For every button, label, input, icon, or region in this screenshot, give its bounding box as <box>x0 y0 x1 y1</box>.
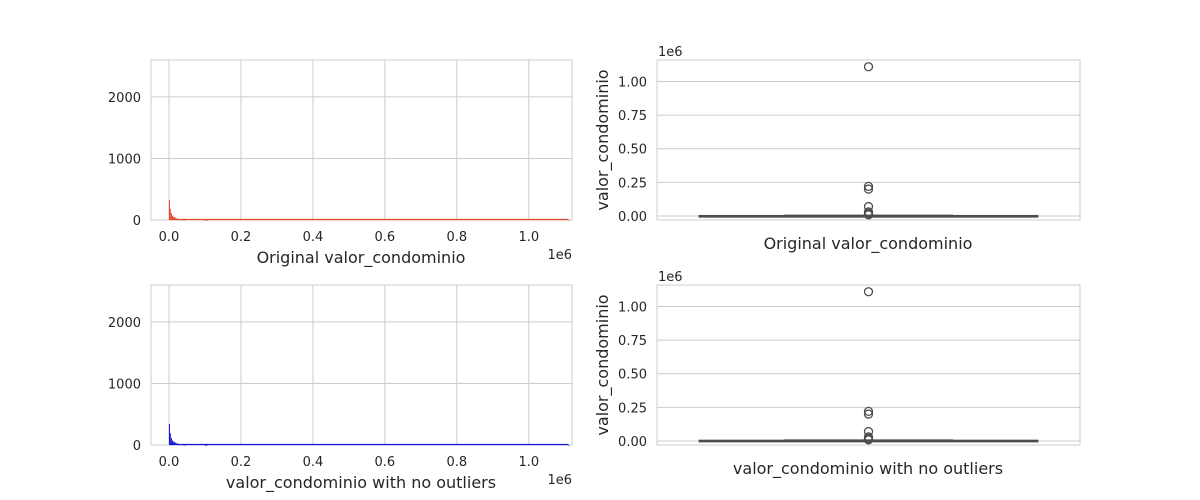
x-tick-label: 0.8 <box>447 455 468 470</box>
outlier-point <box>863 210 874 220</box>
histogram-bar <box>170 437 172 445</box>
histogram-bar <box>168 200 170 220</box>
tick-labels: 0.0 0.2 0.4 0.6 0.8 1.0 0 1000 2000 <box>108 91 539 245</box>
y-tick-label: 0.75 <box>618 109 647 124</box>
histogram-bar <box>175 443 178 445</box>
y-offset-label: 1e6 <box>658 270 683 285</box>
histogram-bar <box>169 208 171 220</box>
x-axis-label: Original valor_condominio <box>257 248 466 268</box>
y-axis-label: valor_condominio <box>593 294 613 435</box>
grid <box>151 60 572 220</box>
histogram-bar <box>177 444 181 446</box>
x-tick-label: 0.6 <box>375 230 396 245</box>
histogram-bar <box>568 444 570 446</box>
y-tick-label: 2000 <box>108 316 141 331</box>
histogram-bar <box>168 424 170 445</box>
y-axis-label: valor_condominio <box>593 69 613 210</box>
y-offset-label: 1e6 <box>658 45 683 60</box>
outlier-point <box>863 409 874 419</box>
y-tick-label: 2000 <box>108 91 141 106</box>
x-tick-label: 0.0 <box>159 455 180 470</box>
histogram-bar <box>169 433 171 445</box>
x-tick-label: 0.2 <box>231 230 252 245</box>
plot-frame <box>656 284 1081 446</box>
plot-frame <box>150 284 573 446</box>
histogram-no-outliers-panel: 0.0 0.2 0.4 0.6 0.8 1.0 0 1000 2000 valor_condom… <box>108 284 573 493</box>
x-tick-label: 0.6 <box>375 455 396 470</box>
y-tick-label: 0 <box>133 439 141 454</box>
histogram-bar <box>183 444 186 446</box>
boxplot-no-outliers-panel: 0.00 0.25 0.50 0.75 1.00 valor_condominio wi… <box>593 270 1081 479</box>
x-axis-label: valor_condominio with no outliers <box>733 459 1003 479</box>
histogram-bar <box>177 219 181 221</box>
histogram-bars <box>168 424 570 446</box>
y-tick-label: 0.50 <box>618 143 647 158</box>
x-offset-label: 1e6 <box>547 473 572 488</box>
x-tick-label: 0.4 <box>303 230 324 245</box>
outlier-point <box>863 406 874 417</box>
histogram-original-panel: 0.0 0.2 0.4 0.6 0.8 1.0 0 1000 2000 Original val… <box>108 59 573 268</box>
outlier-point <box>863 181 874 192</box>
x-axis-label: valor_condominio with no outliers <box>226 473 496 493</box>
histogram-bars <box>168 200 570 221</box>
plot-frame <box>656 59 1081 221</box>
x-axis-label: Original valor_condominio <box>764 234 973 254</box>
histogram-bar <box>568 219 570 221</box>
plot-frame <box>150 59 573 221</box>
x-offset-label: 1e6 <box>547 248 572 263</box>
grid <box>151 285 572 445</box>
y-tick-label: 1.00 <box>618 76 647 91</box>
histogram-bar <box>175 218 178 220</box>
box-marks <box>698 62 1039 220</box>
outlier-point <box>863 62 874 72</box>
y-tick-label: 1000 <box>108 152 141 167</box>
histogram-bar <box>173 442 176 445</box>
y-tick-label: 1000 <box>108 377 141 392</box>
outlier-point <box>863 184 874 194</box>
x-tick-label: 1.0 <box>518 230 539 245</box>
histogram-bar <box>204 444 208 446</box>
histogram-bar <box>171 440 174 445</box>
y-tick-label: 0.00 <box>618 210 647 225</box>
outlier-point <box>863 287 874 297</box>
outlier-point <box>863 435 874 445</box>
y-tick-label: 0.25 <box>618 401 647 416</box>
histogram-bar <box>170 213 172 220</box>
histogram-bar <box>173 217 176 220</box>
box-marks <box>698 287 1039 445</box>
y-tick-label: 0.50 <box>618 368 647 383</box>
y-tick-label: 0.25 <box>618 176 647 191</box>
histogram-bar <box>183 219 186 221</box>
y-tick-label: 0.75 <box>618 334 647 349</box>
histogram-bar <box>171 215 174 220</box>
tick-labels: 0.00 0.25 0.50 0.75 1.00 <box>618 301 647 450</box>
y-tick-label: 1.00 <box>618 301 647 316</box>
y-tick-label: 0.00 <box>618 435 647 450</box>
histogram-bar <box>204 219 208 221</box>
x-tick-label: 0.4 <box>303 455 324 470</box>
tick-labels: 0.00 0.25 0.50 0.75 1.00 <box>618 76 647 225</box>
y-tick-label: 0 <box>133 214 141 229</box>
x-tick-label: 0.2 <box>231 455 252 470</box>
tick-labels: 0.0 0.2 0.4 0.6 0.8 1.0 0 1000 2000 <box>108 316 539 470</box>
x-tick-label: 1.0 <box>518 455 539 470</box>
x-tick-label: 0.8 <box>447 230 468 245</box>
boxplot-original-panel: 0.00 0.25 0.50 0.75 1.00 Original valor_cond… <box>593 45 1081 254</box>
x-tick-label: 0.0 <box>159 230 180 245</box>
